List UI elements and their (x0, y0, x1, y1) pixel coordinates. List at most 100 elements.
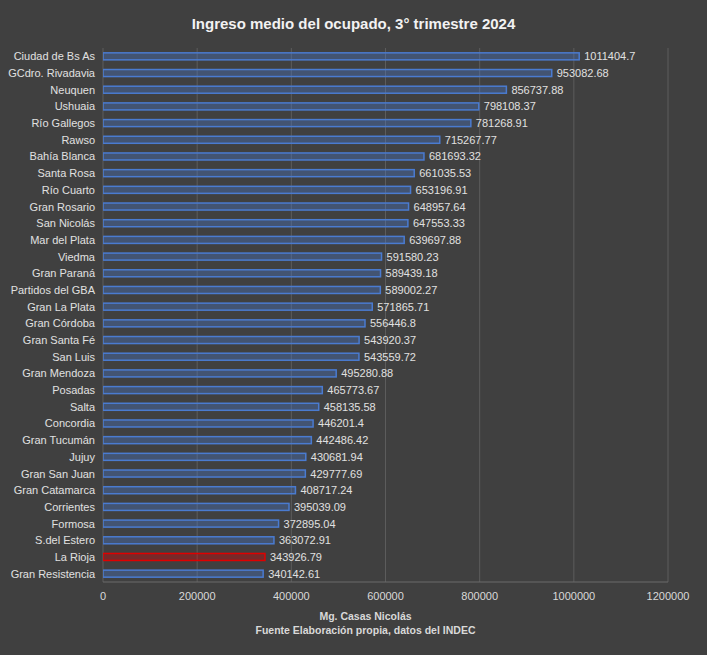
category-label: S.del Estero (35, 534, 95, 546)
category-label: Gran Tucumán (22, 434, 95, 446)
grid-line (573, 48, 574, 582)
category-label: Gran La Plata (27, 301, 96, 313)
category-label: Gran Paraná (32, 267, 96, 279)
data-label: 543559.72 (364, 351, 416, 363)
category-label: Mar del Plata (30, 234, 96, 246)
category-label: La Rioja (55, 551, 96, 563)
bar (103, 470, 305, 477)
data-label: 556446.8 (370, 317, 416, 329)
annotation: Fuente Elaboración propia, datos del IND… (256, 624, 476, 636)
bar (103, 70, 552, 77)
bar (103, 153, 424, 160)
data-label: 856737.88 (511, 84, 563, 96)
bar (103, 387, 322, 394)
bar (103, 403, 319, 410)
data-label: 589002.27 (385, 284, 437, 296)
data-label: 653196.91 (416, 184, 468, 196)
data-label: 363072.91 (279, 534, 331, 546)
category-label: Ushuaia (55, 100, 96, 112)
bar (103, 553, 265, 560)
category-label: Jujuy (69, 451, 95, 463)
bar (103, 337, 359, 344)
data-label: 715267.77 (445, 134, 497, 146)
category-label: Gran Catamarca (14, 484, 96, 496)
data-label: 571865.71 (377, 301, 429, 313)
bar (103, 103, 479, 110)
bar (103, 120, 471, 127)
data-label: 442486.42 (316, 434, 368, 446)
tick-label: 800000 (461, 590, 498, 602)
category-label: Neuquen (50, 84, 95, 96)
bar (103, 170, 414, 177)
category-label: Santa Rosa (38, 167, 96, 179)
tick-label: 0 (100, 590, 106, 602)
bar (103, 286, 380, 293)
data-label: 953082.68 (557, 67, 609, 79)
category-label: Gran Rosario (30, 201, 95, 213)
category-label: Gran Santa Fé (23, 334, 95, 346)
category-label: Ciudad de Bs As (14, 50, 96, 62)
data-label: 458135.58 (324, 401, 376, 413)
data-label: 343926.79 (270, 551, 322, 563)
bar (103, 353, 359, 360)
bar (103, 303, 372, 310)
category-label: Bahía Blanca (30, 150, 96, 162)
data-label: 639697.88 (409, 234, 461, 246)
bar (103, 86, 506, 93)
bar (103, 570, 263, 577)
data-label: 395039.09 (294, 501, 346, 513)
bar (103, 270, 381, 277)
data-label: 429777.69 (310, 468, 362, 480)
bar (103, 53, 579, 60)
category-label: Gran San Juan (21, 468, 95, 480)
category-label: Gran Mendoza (22, 367, 96, 379)
bar (103, 487, 295, 494)
category-label: San Luis (52, 351, 95, 363)
tick-label: 200000 (179, 590, 216, 602)
bar (103, 503, 289, 510)
category-label: San Nicolás (36, 217, 95, 229)
bar (103, 537, 274, 544)
category-label: Partidos del GBA (11, 284, 96, 296)
data-label: 591580.23 (387, 251, 439, 263)
data-label: 408717.24 (300, 484, 352, 496)
bars (103, 53, 579, 577)
data-label: 647553.33 (413, 217, 465, 229)
category-label: Concordia (45, 417, 96, 429)
grid-line (197, 48, 198, 582)
bar (103, 136, 440, 143)
grid-line (291, 48, 292, 582)
data-label: 495280.88 (341, 367, 393, 379)
bar (103, 420, 313, 427)
category-label: Rawso (61, 134, 95, 146)
data-label: 798108.37 (484, 100, 536, 112)
category-label: Viedma (58, 251, 96, 263)
category-label: Posadas (52, 384, 95, 396)
category-label: Salta (70, 401, 96, 413)
x-axis-line (103, 582, 668, 583)
data-label: 372895.04 (284, 518, 336, 530)
annotation: Mg. Casas Nicolás (319, 610, 411, 622)
data-label: 340142.61 (268, 568, 320, 580)
bar (103, 203, 409, 210)
bar (103, 437, 311, 444)
chart: Ingreso medio del ocupado, 3° trimestre … (0, 0, 707, 655)
category-label: Río Cuarto (42, 184, 95, 196)
grid-line (668, 48, 669, 582)
grid-line (103, 48, 104, 582)
category-label: Formosa (52, 518, 96, 530)
data-label: 543920.37 (364, 334, 416, 346)
bar (103, 220, 408, 227)
bar (103, 320, 365, 327)
data-label: 781268.91 (476, 117, 528, 129)
data-label: 661035.53 (419, 167, 471, 179)
bar (103, 453, 306, 460)
data-label: 465773.67 (327, 384, 379, 396)
tick-label: 1000000 (552, 590, 595, 602)
tick-label: 600000 (367, 590, 404, 602)
tick-label: 1200000 (647, 590, 690, 602)
bar (103, 253, 382, 260)
bar (103, 236, 404, 243)
bar (103, 186, 411, 193)
data-label: 648957.64 (414, 201, 466, 213)
